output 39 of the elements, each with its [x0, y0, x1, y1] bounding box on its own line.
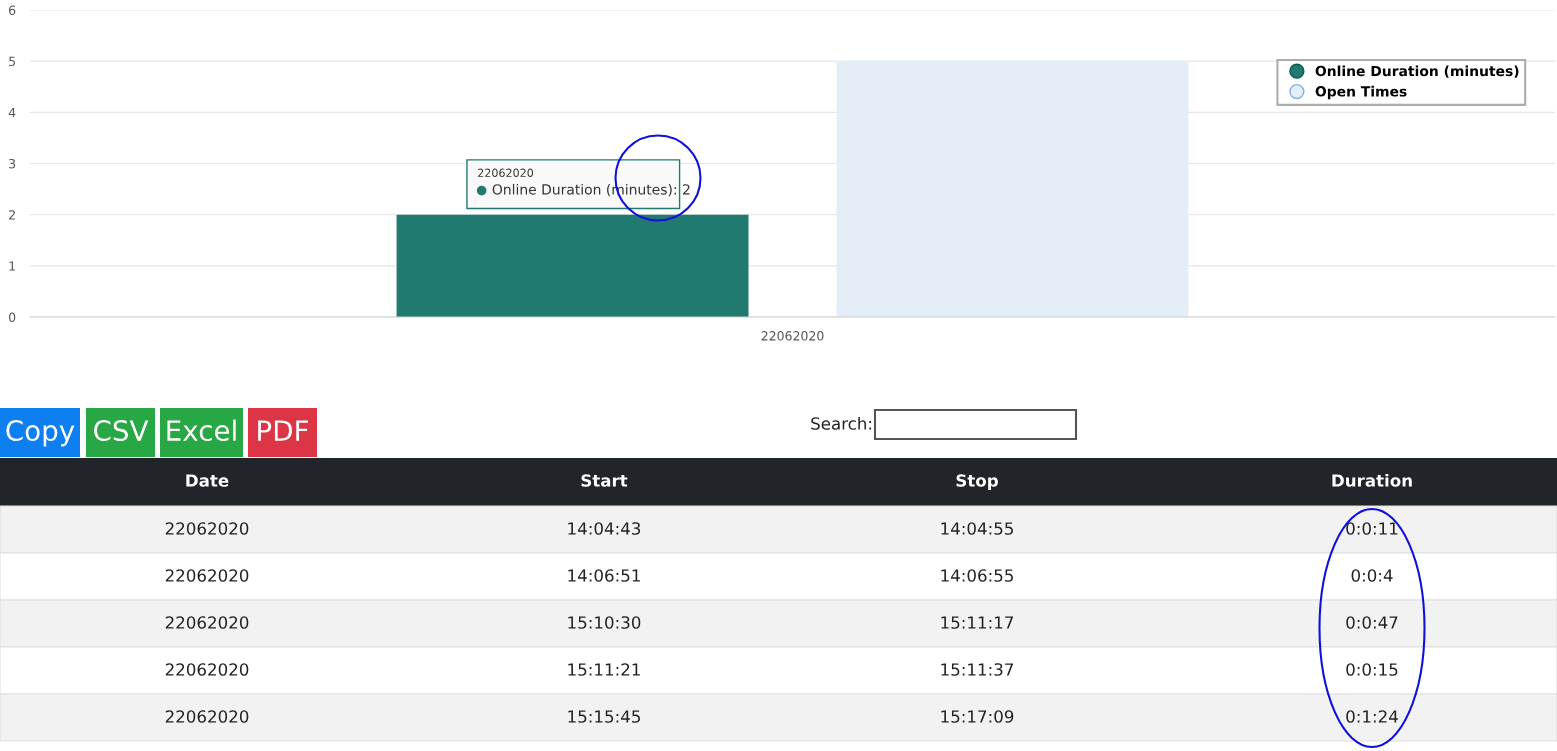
- text: CSV: [94, 420, 149, 442]
- legend-label: Open Times: [1315, 85, 1407, 100]
- text: Excel: [167, 419, 236, 442]
- text: 15:11:21: [568, 663, 640, 676]
- text: 15:11:17: [941, 616, 1013, 629]
- text: Search:: [811, 416, 872, 430]
- text: 0:0:4: [1351, 569, 1393, 582]
- annotation: 22062020: [478, 168, 534, 177]
- text: PDF: [258, 420, 308, 441]
- text: Copy: [6, 420, 75, 447]
- text: 15:11:37: [941, 663, 1013, 676]
- category-label: Stop: [956, 474, 998, 491]
- y-tick-label: 0: [8, 312, 16, 322]
- category-label: Date: [186, 474, 229, 487]
- text: 22062020: [165, 616, 249, 629]
- y-tick-label: 5: [9, 56, 16, 67]
- text: 0:0:47: [1346, 616, 1398, 629]
- text: 15:15:45: [568, 710, 640, 723]
- text: 22062020: [165, 569, 249, 582]
- text: 15:17:09: [941, 710, 1014, 723]
- text: 14:04:55: [941, 522, 1013, 535]
- y-tick-label: 3: [9, 158, 16, 169]
- text: 14:06:51: [568, 569, 640, 582]
- text: 14:06:55: [941, 569, 1013, 582]
- text: 22062020: [165, 710, 249, 723]
- y-tick-label: 6: [9, 5, 16, 15]
- text: 0:0:15: [1346, 663, 1398, 676]
- text: 15:10:30: [568, 616, 641, 629]
- category-label: Start: [581, 474, 628, 487]
- text: 22062020: [165, 522, 249, 535]
- y-tick-label: 1: [9, 261, 15, 271]
- legend-label: Online Duration (minutes): [1315, 65, 1519, 78]
- text: 0:0:11: [1346, 522, 1398, 535]
- y-tick-label: 4: [8, 107, 16, 118]
- text: 22062020: [165, 663, 249, 676]
- category-label: Duration: [1332, 473, 1412, 487]
- text: 0:1:24: [1346, 710, 1398, 723]
- text: 14:04:43: [568, 522, 641, 535]
- y-tick-label: 2: [9, 210, 15, 220]
